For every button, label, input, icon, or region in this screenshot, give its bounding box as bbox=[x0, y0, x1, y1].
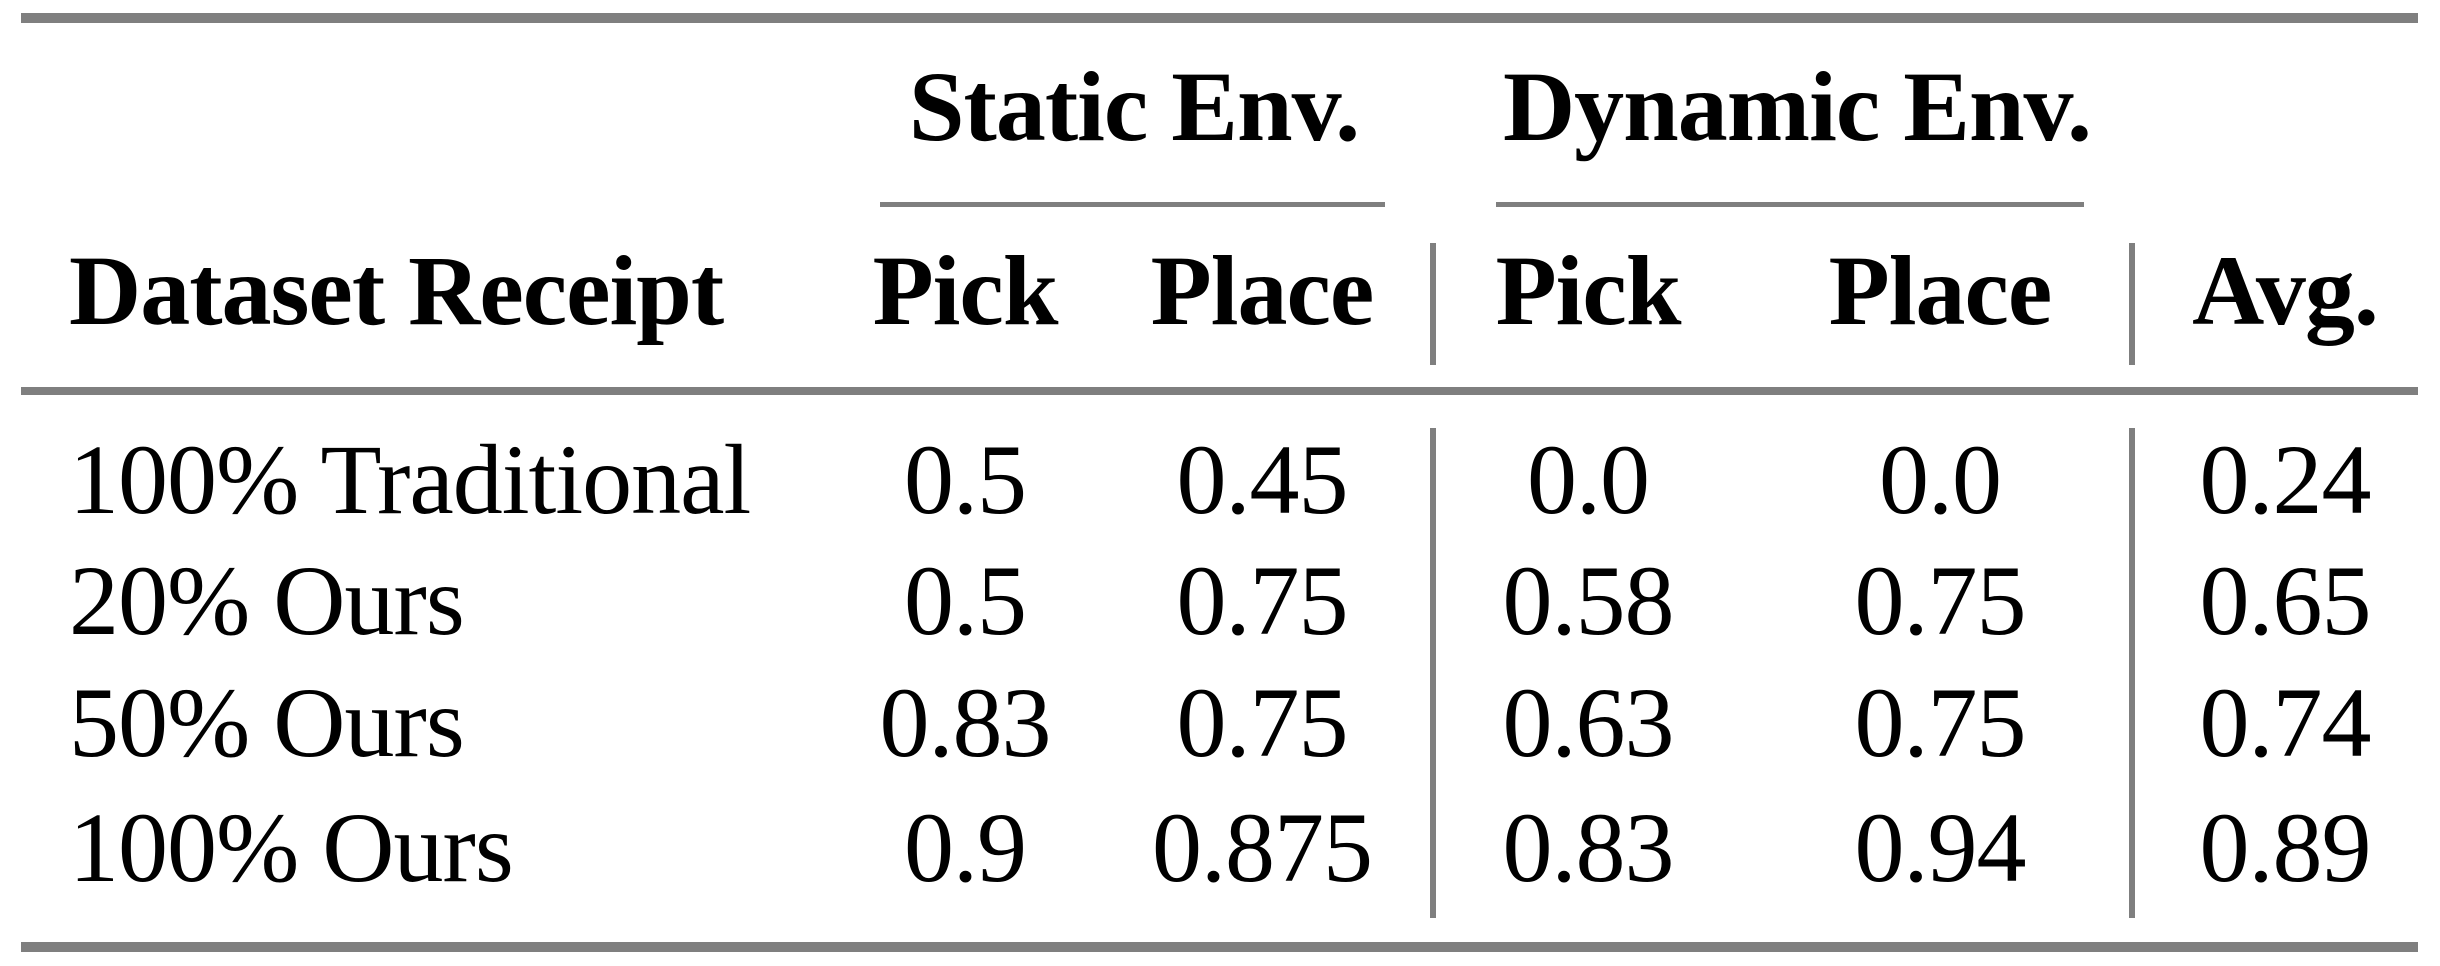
cmidrule-dynamic-env bbox=[1496, 202, 2084, 207]
cell-dynamic-place: 0.75 bbox=[1854, 667, 2027, 778]
cell-static-place: 0.75 bbox=[1176, 667, 1349, 778]
row-label: 20% Ours bbox=[69, 545, 465, 656]
cell-static-place: 0.45 bbox=[1176, 424, 1349, 535]
cell-static-pick: 0.5 bbox=[904, 545, 1027, 656]
column-header-static-pick: Pick bbox=[872, 235, 1059, 346]
cell-dynamic-place: 0.75 bbox=[1854, 545, 2027, 656]
cmidrule-static-env bbox=[880, 202, 1385, 207]
row-label: 50% Ours bbox=[69, 667, 465, 778]
cell-static-place: 0.875 bbox=[1152, 792, 1373, 903]
vrule-avg-header bbox=[2129, 243, 2135, 365]
group-header-dynamic-env: Dynamic Env. bbox=[1502, 51, 2092, 162]
cell-static-pick: 0.9 bbox=[904, 792, 1027, 903]
bottom-rule bbox=[21, 942, 2418, 952]
vrule-avg-body bbox=[2129, 428, 2135, 918]
row-label: 100% Ours bbox=[69, 792, 514, 903]
cell-dynamic-pick: 0.0 bbox=[1527, 424, 1650, 535]
cell-avg: 0.89 bbox=[2199, 792, 2372, 903]
cell-static-pick: 0.5 bbox=[904, 424, 1027, 535]
top-rule bbox=[21, 13, 2418, 23]
group-header-static-env: Static Env. bbox=[908, 51, 1360, 162]
cell-dynamic-place: 0.94 bbox=[1854, 792, 2027, 903]
column-header-dataset-receipt: Dataset Receipt bbox=[69, 235, 724, 346]
cell-dynamic-pick: 0.58 bbox=[1502, 545, 1675, 656]
cell-dynamic-pick: 0.83 bbox=[1502, 792, 1675, 903]
cell-dynamic-place: 0.0 bbox=[1879, 424, 2002, 535]
cell-static-place: 0.75 bbox=[1176, 545, 1349, 656]
cell-avg: 0.65 bbox=[2199, 545, 2372, 656]
row-label: 100% Traditional bbox=[69, 424, 751, 535]
column-header-static-place: Place bbox=[1150, 235, 1375, 346]
vrule-static-dynamic-body bbox=[1430, 428, 1436, 918]
column-header-dynamic-pick: Pick bbox=[1495, 235, 1682, 346]
cell-dynamic-pick: 0.63 bbox=[1502, 667, 1675, 778]
column-header-avg: Avg. bbox=[2192, 235, 2379, 346]
cell-avg: 0.24 bbox=[2199, 424, 2372, 535]
cell-static-pick: 0.83 bbox=[879, 667, 1052, 778]
column-header-dynamic-place: Place bbox=[1828, 235, 2053, 346]
header-separator-rule bbox=[21, 387, 2418, 395]
cell-avg: 0.74 bbox=[2199, 667, 2372, 778]
vrule-static-dynamic-header bbox=[1430, 243, 1436, 365]
